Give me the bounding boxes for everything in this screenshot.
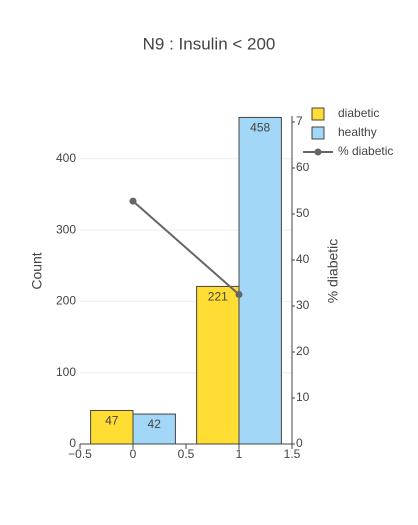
y2-tick-label: 50	[296, 206, 310, 220]
legend-dot	[314, 148, 322, 156]
y-axis-title: Count	[29, 252, 45, 289]
y-tick-label: 100	[56, 365, 76, 379]
x-tick-label: 1.5	[284, 447, 301, 461]
x-tick-label: 0.5	[178, 447, 195, 461]
y2-tick-label: 30	[296, 298, 310, 312]
x-tick-label: −0.5	[68, 447, 92, 461]
y2-tick-label: 10	[296, 390, 310, 404]
bar	[196, 285, 240, 445]
y-tick-label: 400	[56, 151, 76, 165]
y2-tick-label: 60	[296, 160, 310, 174]
legend-swatch	[311, 126, 325, 140]
y-tick-label: 200	[56, 294, 76, 308]
x-tick-label: 1	[236, 447, 243, 461]
x-tick-label: 0	[130, 447, 137, 461]
y-tick-label: 0	[69, 436, 76, 450]
bar	[238, 116, 282, 445]
legend-label: healthy	[338, 125, 377, 139]
chart-title: N9 : Insulin < 200	[143, 34, 276, 53]
y2-axis-title: % diabetic	[325, 239, 341, 304]
y2-tick-label: 0	[296, 436, 303, 450]
point	[129, 197, 137, 205]
bar-label: 458	[250, 121, 270, 135]
bar-label: 221	[208, 290, 228, 304]
bar-label: 42	[148, 417, 162, 431]
legend-label: % diabetic	[338, 144, 393, 158]
point	[235, 290, 243, 298]
line	[132, 200, 240, 296]
y-tick-label: 300	[56, 222, 76, 236]
y2-tick-label: 20	[296, 344, 310, 358]
legend-label: diabetic	[338, 106, 379, 120]
y2-tick-label: 40	[296, 252, 310, 266]
legend-swatch	[311, 107, 325, 121]
bar-label: 47	[105, 414, 119, 428]
